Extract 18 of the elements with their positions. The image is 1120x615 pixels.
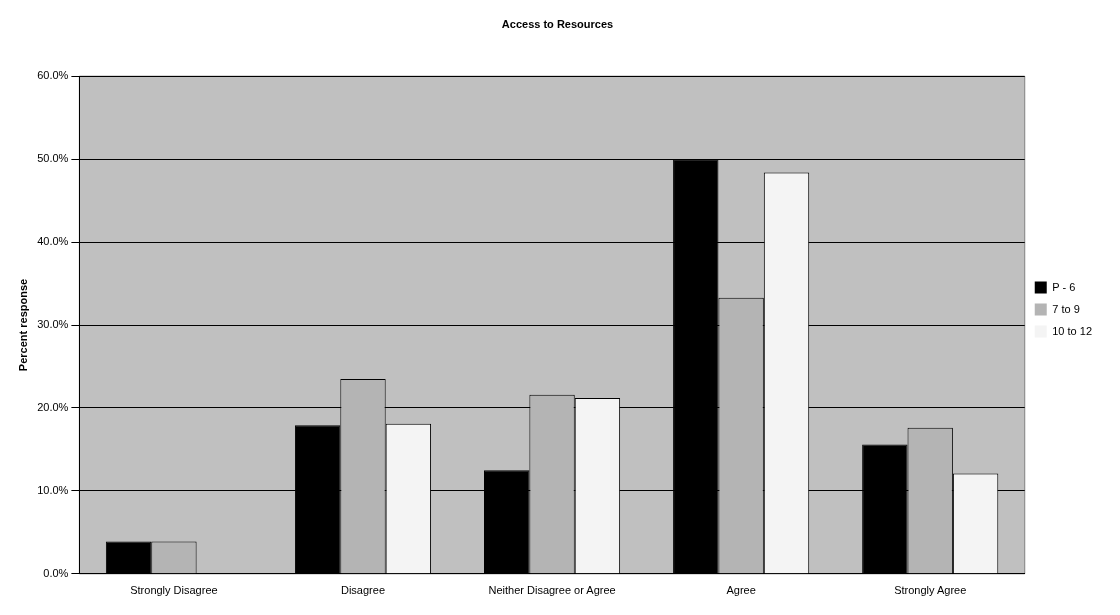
chart-title: Access to Resources [501,17,614,30]
legend-label: 10 to 12 [1052,324,1093,337]
y-tick-label: 50.0% [37,152,69,165]
x-tick-label: Strongly Agree [894,584,967,597]
x-tick-label: Disagree [340,584,386,597]
legend-label: P - 6 [1052,280,1076,293]
x-tick-label: Agree [726,584,756,597]
x-tick-label: Strongly Disagree [130,584,218,597]
bar [105,541,152,574]
y-tick-label: 10.0% [37,483,69,496]
y-tick-label: 30.0% [37,318,69,331]
y-tick-label: 20.0% [37,400,69,413]
y-axis-title: Percent response [16,278,29,372]
y-tick-label: 40.0% [37,235,69,248]
y-tick-label: 0.0% [43,566,69,579]
legend-label: 7 to 9 [1052,302,1080,315]
y-tick-label: 60.0% [37,69,69,82]
x-tick-label: Neither Disagree or Agree [488,584,616,597]
